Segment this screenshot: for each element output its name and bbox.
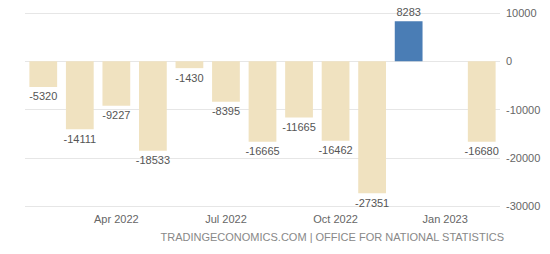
svg-text:-14111: -14111 <box>63 133 96 145</box>
svg-text:-9227: -9227 <box>102 109 130 121</box>
svg-text:Jul 2022: Jul 2022 <box>205 213 247 225</box>
svg-text:-27351: -27351 <box>355 197 389 209</box>
svg-text:-18533: -18533 <box>136 154 170 166</box>
svg-text:-11665: -11665 <box>282 121 315 133</box>
svg-text:-5320: -5320 <box>29 90 57 102</box>
svg-text:-10000: -10000 <box>506 104 540 116</box>
svg-text:0: 0 <box>506 55 512 67</box>
svg-text:-16462: -16462 <box>318 144 352 156</box>
svg-text:10000: 10000 <box>506 7 537 19</box>
svg-text:Apr 2022: Apr 2022 <box>94 213 139 225</box>
svg-text:Jan 2023: Jan 2023 <box>423 213 468 225</box>
svg-text:8283: 8283 <box>396 6 420 18</box>
svg-text:TRADINGECONOMICS.COM | OFFICE: TRADINGECONOMICS.COM | OFFICE FOR NATION… <box>161 231 504 243</box>
svg-text:-20000: -20000 <box>506 152 540 164</box>
svg-text:-16665: -16665 <box>245 145 279 157</box>
svg-text:Oct 2022: Oct 2022 <box>313 213 358 225</box>
svg-text:-1430: -1430 <box>175 72 203 84</box>
svg-text:-30000: -30000 <box>506 200 540 212</box>
svg-text:-8395: -8395 <box>212 105 240 117</box>
svg-text:-16680: -16680 <box>465 145 499 157</box>
